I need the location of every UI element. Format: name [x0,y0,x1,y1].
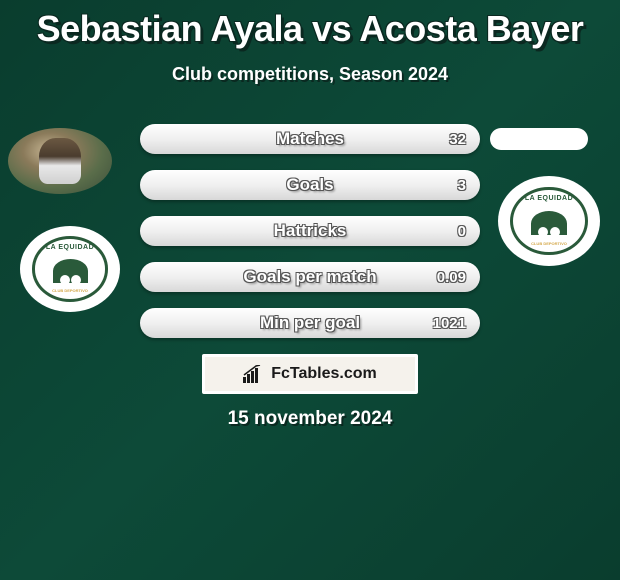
stat-row-goals-per-match: Goals per match 0.09 [140,262,480,292]
stat-label: Min per goal [260,313,360,333]
stat-label: Goals [286,175,333,195]
club-name-right: LA EQUIDAD [525,195,573,202]
brand-text: FcTables.com [271,365,377,383]
club-name-left: LA EQUIDAD [46,244,94,251]
bar-chart-icon [243,365,265,383]
club-logo-right: LA EQUIDAD CLUB DEPORTIVO [498,176,600,266]
stat-row-hattricks: Hattricks 0 [140,216,480,246]
stat-right-value: 0.09 [437,269,466,286]
club-sub-right: CLUB DEPORTIVO [531,241,567,246]
brand-box[interactable]: FcTables.com [202,354,418,394]
club-logo-left: LA EQUIDAD CLUB DEPORTIVO [20,226,120,312]
subtitle: Club competitions, Season 2024 [0,64,620,85]
stat-label: Goals per match [243,267,376,287]
stats-container: Matches 32 Goals 3 Hattricks 0 Goals per… [140,124,480,354]
club-sub-left: CLUB DEPORTIVO [52,288,88,293]
stat-label: Matches [276,129,344,149]
page-title: Sebastian Ayala vs Acosta Bayer [0,0,620,50]
stat-right-value: 1021 [433,315,466,332]
stat-label: Hattricks [274,221,347,241]
stat-row-goals: Goals 3 [140,170,480,200]
stat-right-value: 0 [458,223,466,240]
date-text: 15 november 2024 [0,408,620,430]
player-photo-left [8,128,112,194]
stat-right-value: 3 [458,177,466,194]
stat-row-min-per-goal: Min per goal 1021 [140,308,480,338]
stat-row-matches: Matches 32 [140,124,480,154]
stat-right-value: 32 [449,131,466,148]
player-photo-right [490,128,588,150]
